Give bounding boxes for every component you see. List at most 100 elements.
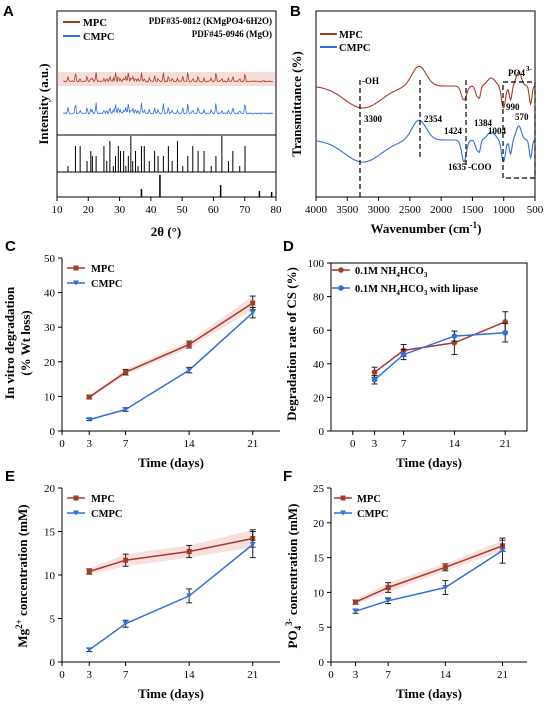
x-tick-label: 21 [500, 438, 511, 450]
y-tick-label: 20 [44, 357, 56, 369]
data-point [123, 557, 129, 563]
y-tick-label: 60 [313, 325, 325, 337]
data-point [250, 300, 256, 306]
y-tick-label: 40 [313, 359, 325, 371]
data-point [442, 564, 448, 570]
x-tick-label: 0 [328, 669, 334, 681]
data-point [86, 417, 93, 423]
x-tick-label: 2500 [399, 204, 422, 216]
x-tick-label: 80 [271, 204, 283, 216]
panel-b-frame [315, 10, 536, 198]
x-tick-label: 14 [184, 438, 196, 450]
mpc-ftir-curve [315, 65, 536, 109]
panel-f-plot: 0 5 10 15 20 25 0 3 7 14 21 [313, 483, 527, 681]
annotation-oh: -OH [362, 76, 379, 86]
legend-e-cmpc-label: CMPC [91, 509, 123, 520]
x-tick-label: 4000 [305, 204, 328, 216]
panel-b-markers [359, 80, 536, 197]
x-tick-label: 7 [123, 438, 129, 450]
phosphate-box [502, 81, 536, 179]
data-point [186, 342, 192, 347]
annotation-pdf-mgo: PDF#45-0946 (MgO) [192, 29, 272, 39]
data-point [122, 621, 129, 627]
annotation-990: 990 [506, 102, 520, 112]
panel-b-ylabel: Transmittance (%) [289, 51, 304, 157]
cmpc-ftir-curve [315, 119, 536, 163]
panel-d-plot: 0 20 40 60 80 100 0 3 7 14 21 [308, 258, 528, 450]
panel-e-label: E [5, 468, 15, 485]
series-line [88, 302, 254, 398]
y-tick-label: 50 [44, 253, 56, 265]
panel-a-label: A [3, 3, 14, 20]
x-tick-label: 3500 [336, 204, 359, 216]
annotation-570: 570 [515, 112, 529, 122]
series-line [89, 312, 254, 421]
x-tick-label: 3000 [368, 204, 391, 216]
plot-frame [330, 262, 528, 432]
legend-cmpc-label: CMPC [83, 32, 115, 43]
y-tick-label: 15 [313, 553, 325, 565]
legend-b-cmpc-label: CMPC [339, 43, 371, 54]
annotation-2354: 2354 [424, 114, 443, 124]
cmpc-xrd-curve [63, 102, 273, 115]
data-point [385, 585, 391, 591]
y-tick-label: 0 [50, 426, 56, 438]
data-point [86, 394, 92, 400]
x-tick-label: 3 [353, 669, 359, 681]
data-point [123, 369, 129, 375]
y-tick-label: 15 [44, 527, 56, 539]
error-band [355, 540, 503, 605]
panel-e-xlabel: Time (days) [138, 686, 204, 701]
x-tick-label: 3 [87, 669, 93, 681]
panel-a: A 10 20 30 40 50 60 70 80 MPC CMPC PDF#35-0812 … [3, 3, 282, 239]
legend-c-cmpc-label: CMPC [91, 279, 123, 290]
y-tick-label: 5 [50, 614, 56, 626]
x-tick-label: 14 [449, 438, 461, 450]
panel-c-label: C [5, 238, 16, 255]
series-line [374, 331, 506, 381]
legend-c-mpc-label: MPC [91, 264, 115, 275]
annotation-coo: -COO [468, 162, 492, 172]
x-tick-label: 21 [497, 669, 508, 681]
x-tick-label: 40 [145, 204, 157, 216]
x-tick-label: 0 [59, 669, 65, 681]
panel-b: B 4000 3500 3000 2500 2000 1500 1000 500 MPC CM… [289, 3, 544, 236]
legend-d-nh4hco3-label: 0.1M NH4HCO3 [355, 266, 428, 279]
data-point [400, 351, 407, 358]
data-point [502, 329, 509, 336]
legend-mpc-label: MPC [83, 18, 107, 29]
y-tick-label: 25 [313, 483, 325, 495]
series-line [355, 549, 503, 612]
x-tick-label: 60 [208, 204, 220, 216]
y-tick-label: 20 [313, 518, 325, 530]
legend-e-mpc-marker [73, 495, 79, 501]
x-tick-label: 1500 [461, 204, 484, 216]
y-tick-label: 10 [313, 587, 325, 599]
legend-d-lipase-marker [338, 285, 344, 291]
series-line [374, 321, 506, 373]
legend-f-cmpc-marker [340, 510, 346, 516]
data-point [451, 333, 458, 339]
data-point [442, 585, 449, 591]
annotation-1424: 1424 [444, 126, 463, 136]
data-point [186, 593, 193, 599]
data-point [186, 367, 193, 373]
annotation-po4: PO4 [508, 68, 525, 78]
panel-f-xlabel: Time (days) [396, 686, 462, 701]
y-tick-label: 0 [319, 657, 325, 669]
data-point [499, 548, 506, 554]
legend-d-nh4hco3-marker [338, 267, 344, 273]
panel-a-frame [56, 10, 277, 198]
data-point [122, 407, 129, 413]
x-tick-label: 21 [247, 438, 258, 450]
series-line [88, 543, 254, 651]
panel-f-ylabel: PO43- concentration (mM) [284, 504, 303, 649]
legend-b-mpc-label: MPC [339, 30, 363, 41]
x-tick-label: 7 [401, 438, 407, 450]
annotation-3300: 3300 [364, 114, 383, 124]
y-tick-label: 5 [319, 622, 325, 634]
data-point [352, 608, 359, 614]
panel-d-xlabel: Time (days) [396, 455, 462, 470]
data-point [371, 369, 378, 376]
mpc-xrd-curve [63, 72, 274, 83]
